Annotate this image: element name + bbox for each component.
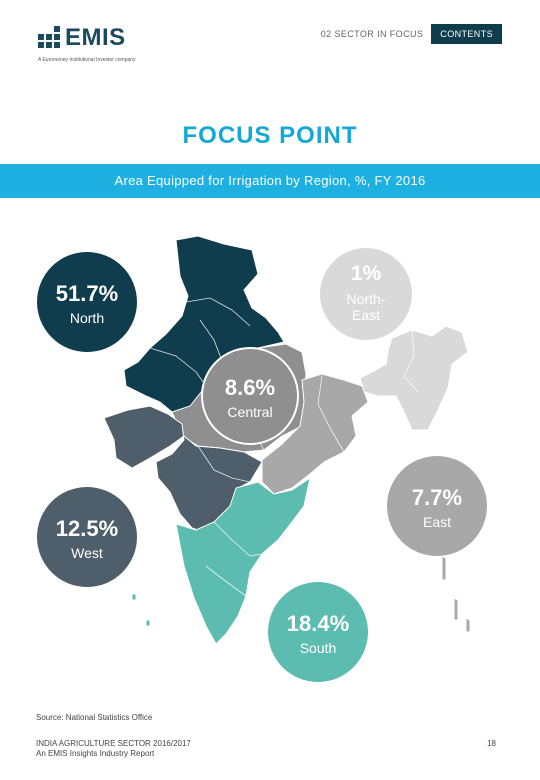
state-border-line	[213, 521, 263, 557]
region-label-east: East	[423, 514, 451, 530]
bubble-north	[37, 252, 137, 352]
region-label-central: Central	[227, 404, 272, 420]
section-link[interactable]: 02 SECTOR IN FOCUS	[320, 29, 424, 39]
bubble-central	[201, 347, 299, 445]
state-border-line	[185, 297, 251, 327]
value-label-west: 12.5%	[56, 516, 118, 541]
top-nav: 02 SECTOR IN FOCUS CONTENTS	[321, 24, 502, 44]
bubble-northeast	[320, 248, 412, 340]
focus-title: FOCUS POINT	[182, 122, 358, 149]
region-bubbles: 51.7%North1%North-East8.6%Central12.5%We…	[37, 248, 487, 682]
state-border-line	[149, 347, 207, 387]
emis-logo: EMIS A Euromoney Institutional Investor …	[38, 24, 168, 66]
state-border-line	[317, 375, 345, 453]
island-andaman-shape	[441, 555, 471, 633]
region-south-shape	[175, 476, 311, 645]
emis-brand-name: EMIS	[65, 24, 126, 51]
region-label-west: West	[71, 545, 103, 561]
page-number: 18	[487, 739, 496, 748]
footer: INDIA AGRICULTURE SECTOR 2016/2017 An EM…	[36, 739, 191, 759]
footer-report-subtitle: An EMIS Insights Industry Report	[36, 749, 155, 758]
region-label-northeast: East	[352, 307, 380, 323]
region-shapes	[103, 235, 471, 645]
state-border-line	[205, 565, 247, 597]
value-label-north: 51.7%	[56, 281, 118, 306]
region-northeast-shape	[359, 325, 469, 431]
bubble-south	[268, 582, 368, 682]
region-label-south: South	[300, 640, 337, 656]
emis-tagline: A Euromoney Institutional Investor compa…	[38, 57, 136, 63]
island-lakshadweep-shape	[131, 593, 151, 627]
state-border-line	[403, 329, 419, 393]
chart-title-banner: Area Equipped for Irrigation by Region, …	[0, 164, 540, 198]
footer-report-title: INDIA AGRICULTURE SECTOR 2016/2017	[36, 739, 191, 748]
region-east-shape	[261, 373, 369, 495]
value-label-east: 7.7%	[412, 485, 462, 510]
emis-logo-mark-icon	[38, 26, 62, 48]
contents-button[interactable]: CONTENTS	[431, 24, 502, 44]
bubble-west	[37, 487, 137, 587]
value-label-central: 8.6%	[225, 375, 275, 400]
state-border-line	[197, 445, 251, 483]
bubble-east	[387, 456, 487, 556]
value-label-northeast: 1%	[351, 262, 382, 285]
region-label-northeast: North-	[347, 291, 386, 307]
source-note: Source: National Statistics Office	[36, 713, 153, 722]
value-label-south: 18.4%	[287, 611, 349, 636]
region-label-north: North	[70, 310, 104, 326]
chart-title: Area Equipped for Irrigation by Region, …	[114, 173, 426, 188]
